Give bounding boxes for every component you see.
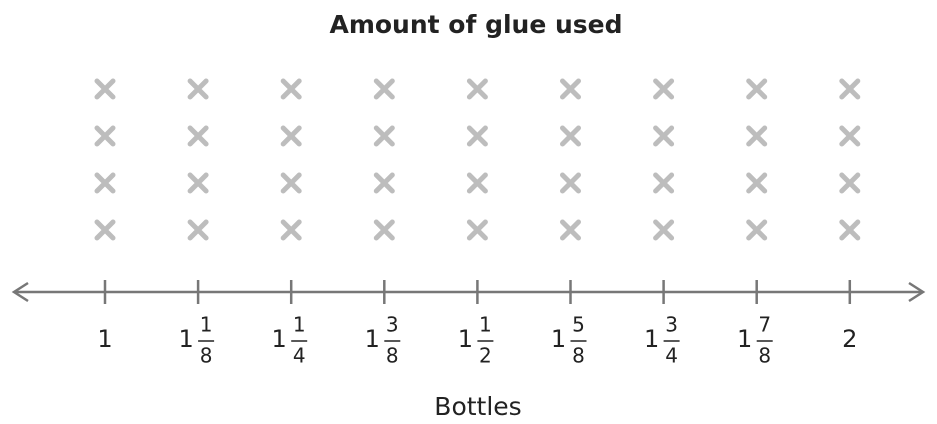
x-mark (653, 125, 675, 147)
x-mark (839, 172, 861, 194)
x-tick-label-denominator: 8 (572, 344, 585, 368)
x-mark (466, 125, 488, 147)
x-tick-label-numerator: 3 (386, 313, 399, 337)
x-mark (373, 172, 395, 194)
x-tick-label-whole: 1 (737, 325, 752, 353)
x-mark (746, 78, 768, 100)
x-mark (187, 125, 209, 147)
x-mark (560, 172, 581, 194)
x-tick-label-whole: 1 (178, 325, 193, 353)
x-mark (280, 172, 302, 194)
x-mark (280, 125, 302, 147)
x-mark (653, 219, 675, 241)
x-tick-label-whole: 1 (272, 325, 287, 353)
x-mark (94, 172, 116, 194)
x-mark (560, 219, 581, 241)
x-tick-label-whole: 1 (458, 325, 473, 353)
x-axis-label: Bottles (434, 392, 521, 421)
x-mark (373, 125, 395, 147)
x-mark (187, 78, 209, 100)
x-tick-label-numerator: 7 (758, 313, 771, 337)
x-mark (839, 219, 861, 241)
x-mark (839, 125, 861, 147)
x-mark (560, 125, 581, 147)
axis-line (11, 281, 926, 303)
x-mark (560, 78, 581, 100)
x-mark (746, 172, 768, 194)
x-tick-label: 2 (842, 325, 857, 353)
x-mark (466, 78, 488, 100)
x-tick-label-whole: 1 (365, 325, 380, 353)
x-tick-label-denominator: 4 (293, 344, 306, 368)
x-mark (466, 172, 488, 194)
x-tick-label-denominator: 8 (758, 344, 771, 368)
x-mark (94, 125, 116, 147)
x-tick-label-numerator: 1 (200, 313, 213, 337)
x-tick-label-whole: 1 (551, 325, 566, 353)
x-mark (373, 78, 395, 100)
x-mark (280, 219, 302, 241)
x-mark (746, 219, 768, 241)
x-tick-label-whole: 1 (644, 325, 659, 353)
x-tick-label-numerator: 3 (665, 313, 678, 337)
x-mark (653, 78, 675, 100)
x-mark (187, 219, 209, 241)
x-tick-label-numerator: 1 (479, 313, 492, 337)
x-mark (94, 219, 116, 241)
x-tick-label-denominator: 2 (479, 344, 492, 368)
chart-title: Amount of glue used (329, 10, 622, 39)
x-mark (280, 78, 302, 100)
x-tick-label-denominator: 4 (665, 344, 678, 368)
x-tick-label-numerator: 1 (293, 313, 306, 337)
x-tick-label-denominator: 8 (386, 344, 399, 368)
x-tick-label-denominator: 8 (200, 344, 213, 368)
x-mark (373, 219, 395, 241)
x-tick-label-numerator: 5 (572, 313, 585, 337)
x-mark (466, 219, 488, 241)
x-mark (94, 78, 116, 100)
x-mark (746, 125, 768, 147)
x-mark (187, 172, 209, 194)
x-tick-label: 1 (97, 325, 112, 353)
x-mark (653, 172, 675, 194)
x-mark (839, 78, 861, 100)
